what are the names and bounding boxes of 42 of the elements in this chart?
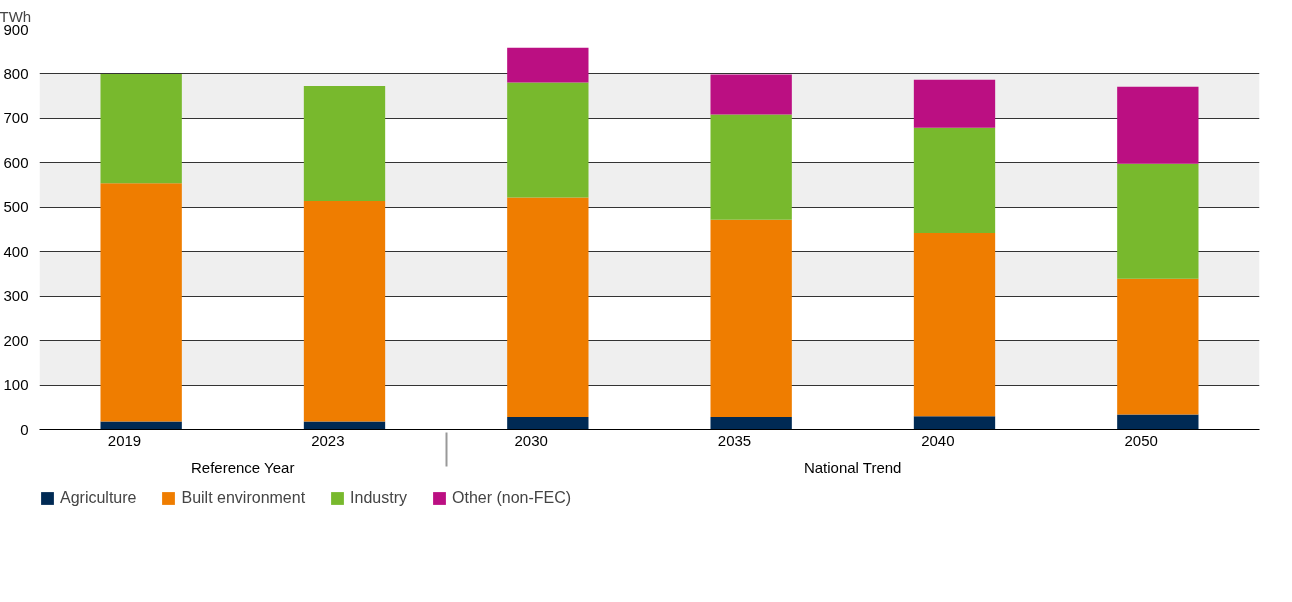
bar (507, 417, 589, 430)
bar (710, 417, 792, 430)
y-tick-label: 400 (3, 242, 29, 260)
bar (1117, 163, 1199, 279)
bar (1117, 86, 1199, 164)
y-tick-label: 700 (3, 109, 29, 127)
text: National Trend (803, 458, 902, 476)
y-tick-label: 600 (3, 153, 29, 171)
bar (710, 114, 792, 220)
text: Reference Year (190, 458, 295, 476)
bar (913, 127, 996, 234)
bar (507, 197, 589, 418)
y-tick-label: 500 (3, 198, 29, 216)
bar (507, 47, 589, 83)
x-tick-label: 2023 (311, 431, 345, 449)
legend-label: Built environment (181, 489, 306, 507)
bar (913, 416, 996, 430)
bar (303, 85, 386, 202)
x-tick-label: 2040 (921, 431, 955, 449)
y-tick-label: 800 (3, 64, 29, 82)
bar (710, 219, 792, 418)
y-tick-label: 300 (3, 287, 29, 305)
x-tick-label: 2035 (717, 431, 752, 449)
bar (303, 201, 386, 422)
x-tick-label: 2019 (107, 431, 142, 449)
y-tick-label: 100 (3, 376, 29, 394)
bar (710, 74, 792, 115)
bar (1117, 414, 1199, 430)
y-axis-title: TWh (0, 7, 32, 25)
legend-label: Agriculture (60, 489, 137, 507)
bar (913, 79, 996, 128)
x-tick-label: 2030 (514, 431, 548, 449)
bar (100, 73, 182, 184)
bar (100, 183, 182, 422)
bar (1117, 278, 1199, 415)
legend-label: Industry (350, 489, 408, 507)
bar (913, 233, 996, 417)
y-tick-label: 200 (3, 331, 29, 349)
y-tick-label: 0 (20, 420, 29, 438)
x-tick-label: 2050 (1124, 431, 1158, 449)
legend-label: Other (non-FEC) (452, 489, 572, 507)
bar (507, 82, 589, 198)
